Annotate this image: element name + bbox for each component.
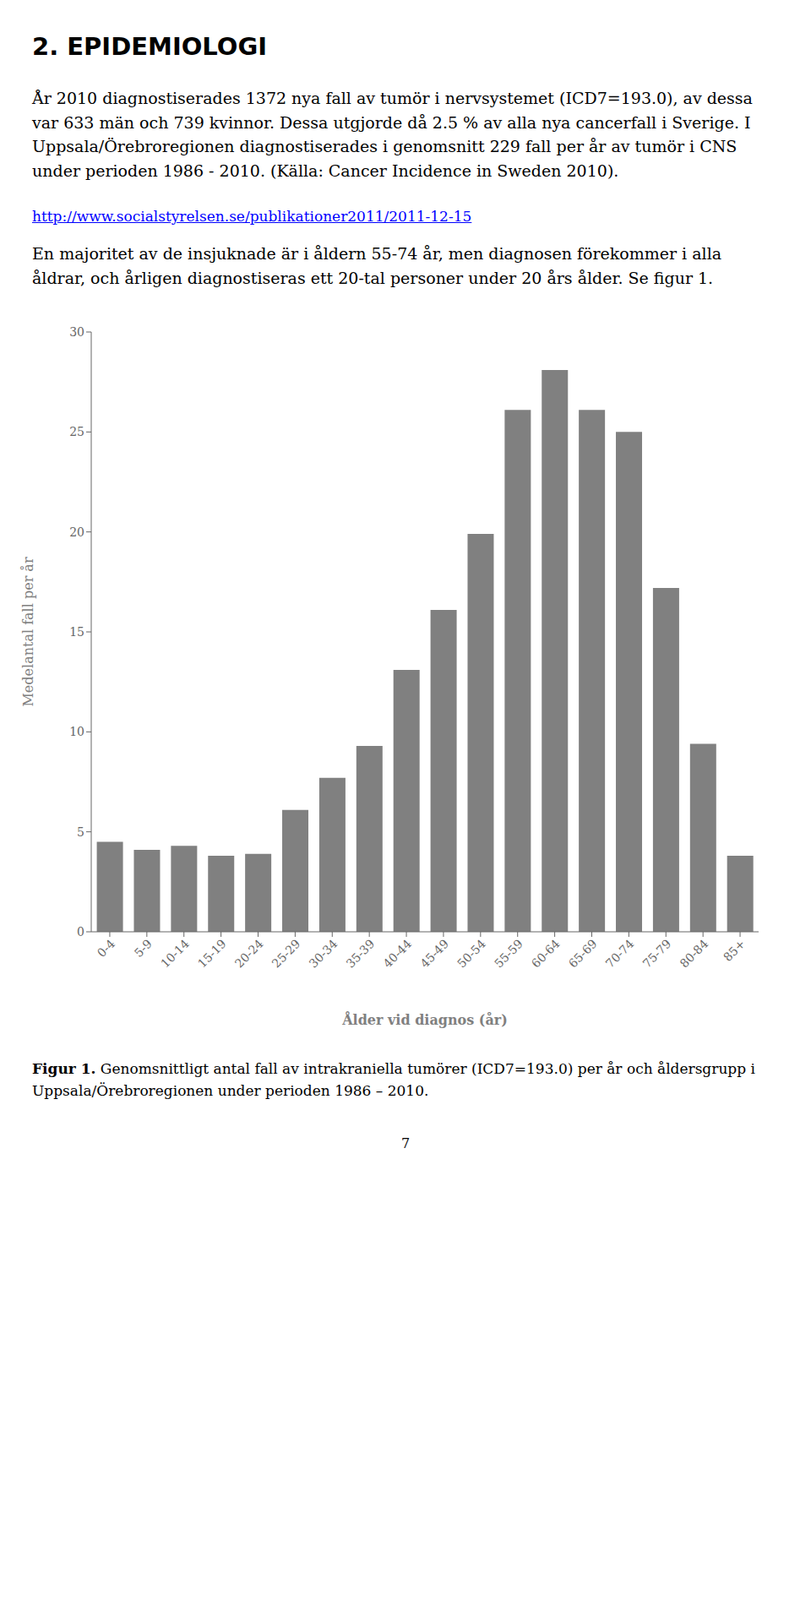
svg-text:Ålder vid diagnos (år): Ålder vid diagnos (år)	[341, 1010, 508, 1029]
html-text:Figur 1. Genomsnittligt antal: Figur 1. Genomsnittligt antal fall av in…	[32, 1060, 756, 1099]
html-text:2. EPIDEMIOLOGI: 2. EPIDEMIOLOGI	[32, 32, 267, 61]
svg-text:30: 30	[69, 325, 85, 339]
svg-text:25: 25	[69, 424, 85, 439]
svg-text:80-84: 80-84	[676, 936, 711, 971]
svg-text:5-9: 5-9	[131, 936, 155, 960]
svg-text:5: 5	[76, 825, 85, 839]
svg-text:75-79: 75-79	[640, 936, 675, 971]
svg-text:0: 0	[76, 925, 85, 939]
svg-text:70-74: 70-74	[603, 936, 637, 971]
svg-text:85+: 85+	[720, 936, 748, 964]
svg-text:65-69: 65-69	[566, 936, 600, 971]
svg-text:25-29: 25-29	[269, 936, 304, 971]
svg-text:15-19: 15-19	[195, 936, 229, 971]
svg-text:10-14: 10-14	[157, 936, 192, 971]
svg-text:60-64: 60-64	[528, 936, 563, 971]
svg-text:45-49: 45-49	[417, 936, 452, 971]
svg-text:50-54: 50-54	[454, 936, 489, 971]
html-text:År 2010 diagnostiserades 1372: År 2010 diagnostiserades 1372 nya fall a…	[32, 88, 753, 180]
svg-text:0-4: 0-4	[94, 936, 118, 960]
svg-text:Medelantal fall per år: Medelantal fall per år	[20, 556, 37, 707]
svg-text:20-24: 20-24	[232, 936, 267, 971]
html-text:En majoritet av de insjuknade: En majoritet av de insjuknade är i ålder…	[32, 244, 722, 287]
svg-text:15: 15	[69, 625, 85, 639]
svg-text:30-34: 30-34	[306, 936, 341, 971]
svg-text:10: 10	[69, 724, 85, 739]
svg-text:35-39: 35-39	[342, 936, 377, 971]
svg-text:40-44: 40-44	[380, 936, 414, 971]
svg-text:55-59: 55-59	[491, 936, 526, 971]
html-text:http://www.socialstyrelsen.se/: http://www.socialstyrelsen.se/publikatio…	[32, 207, 472, 225]
html-text:7: 7	[401, 1135, 410, 1152]
svg-text:20: 20	[69, 525, 85, 539]
